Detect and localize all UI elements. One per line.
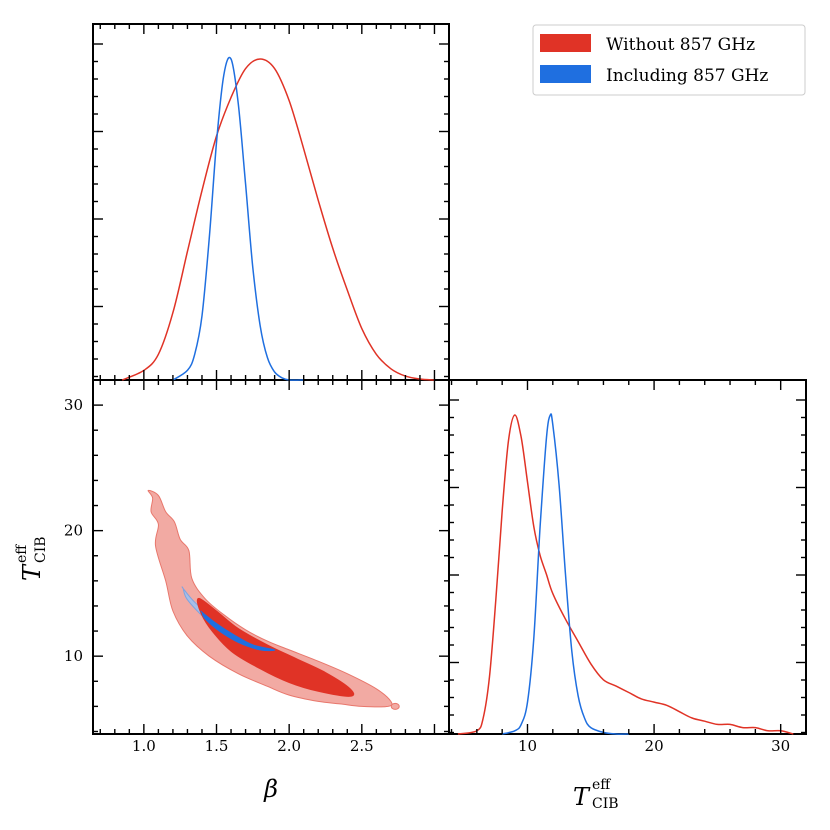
beta-tick-label: 1.5 <box>205 737 229 755</box>
beta-tick-label: 1.0 <box>132 737 156 755</box>
T-tick-label: 10 <box>518 737 537 755</box>
t-axis-label-main: T <box>573 783 591 811</box>
t-y-axis-label-sub: CIB <box>33 536 49 563</box>
T-marginal-including-line <box>502 413 629 735</box>
t-y-axis-label-main: T <box>18 563 46 581</box>
legend: Without 857 GHz Including 857 GHz <box>532 24 806 96</box>
t-axis-label-sub: CIB <box>592 796 619 812</box>
t-y-axis-label-sup: eff <box>14 544 30 563</box>
beta-marginal-panel <box>92 23 450 381</box>
beta-marginal-without-line <box>121 58 435 381</box>
beta-axis-label: β <box>263 775 278 803</box>
contour-including-68 <box>200 610 276 652</box>
legend-box <box>532 24 806 96</box>
T-tick-label: 30 <box>64 396 83 414</box>
beta-tick-label: 2.0 <box>277 737 301 755</box>
t-axis-label-sup: eff <box>592 777 611 793</box>
contour-without-island <box>390 702 400 710</box>
T-tick-label: 20 <box>645 737 664 755</box>
t-axis-label: T eff CIB <box>573 777 619 812</box>
beta-marginal-including-line <box>172 56 304 381</box>
t-y-axis-label: T eff CIB <box>14 536 49 581</box>
T-marginal-without-line <box>457 414 794 735</box>
contour-without-68 <box>196 597 355 697</box>
legend-swatch-without <box>540 34 591 52</box>
beta-tick-label: 2.5 <box>350 737 374 755</box>
legend-swatch-including <box>540 65 591 83</box>
legend-label-without: Without 857 GHz <box>606 35 755 55</box>
t-marginal-panel <box>448 379 807 735</box>
legend-label-including: Including 857 GHz <box>606 66 768 86</box>
T-tick-label: 10 <box>64 647 83 665</box>
T-tick-label: 20 <box>64 522 83 540</box>
T-tick-label: 30 <box>771 737 790 755</box>
